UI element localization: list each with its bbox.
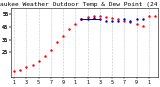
Title: Milwaukee Weather Outdoor Temp & Dew Point (24 Hours): Milwaukee Weather Outdoor Temp & Dew Poi… bbox=[0, 2, 160, 7]
